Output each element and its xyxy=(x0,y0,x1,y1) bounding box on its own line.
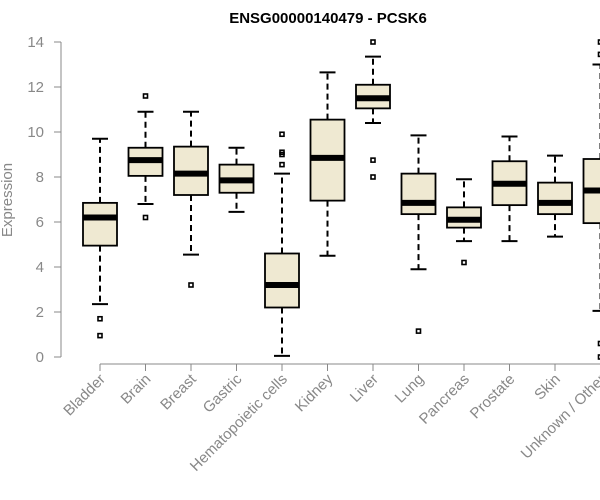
box-kidney xyxy=(309,71,346,257)
box-unknown-other xyxy=(582,39,600,360)
x-tick-label: Prostate xyxy=(467,371,519,423)
outlier-point xyxy=(370,39,376,45)
outlier-point xyxy=(279,161,285,168)
iqr-box xyxy=(400,172,437,216)
x-tick-label: Kidney xyxy=(292,370,337,415)
outlier-point xyxy=(597,340,600,347)
outlier-point xyxy=(279,149,285,156)
box-hematopoietic-cells xyxy=(264,131,300,357)
x-tick-label: Brain xyxy=(118,371,155,408)
outlier-point xyxy=(461,259,467,266)
y-tick-label: 8 xyxy=(36,169,44,186)
box-liver xyxy=(355,39,391,180)
outlier-point xyxy=(97,315,103,322)
x-tick-label: Bladder xyxy=(60,371,109,420)
box-brain xyxy=(127,93,164,221)
y-axis-label: Expression xyxy=(0,163,16,237)
y-tick-label: 4 xyxy=(36,259,44,276)
box-prostate xyxy=(491,135,528,243)
box-skin xyxy=(537,154,573,238)
y-tick-label: 12 xyxy=(27,79,44,96)
iqr-box xyxy=(82,201,118,247)
box-gastric xyxy=(218,146,255,213)
y-tick-label: 6 xyxy=(36,214,44,231)
chart-title: ENSG00000140479 - PCSK6 xyxy=(229,10,427,27)
outlier-point xyxy=(597,354,600,360)
outlier-point xyxy=(415,328,422,334)
iqr-box xyxy=(537,181,573,216)
x-tick-label: Skin xyxy=(531,371,564,404)
y-tick-label: 2 xyxy=(36,304,44,321)
outlier-point xyxy=(597,39,600,45)
x-tick-label: Pancreas xyxy=(416,371,473,428)
outlier-point xyxy=(142,214,149,221)
iqr-box xyxy=(264,252,300,309)
x-tick-label: Liver xyxy=(347,371,382,406)
box-lung xyxy=(400,134,437,334)
outlier-point xyxy=(142,93,149,99)
box-pancreas xyxy=(446,178,482,266)
box-breast xyxy=(173,110,209,288)
outlier-point xyxy=(597,51,600,58)
x-tick-label: Lung xyxy=(392,371,428,407)
x-tick-label: Breast xyxy=(157,370,200,413)
outlier-point xyxy=(370,174,376,180)
outlier-point xyxy=(188,282,194,288)
y-axis: 0 2 4 6 8 10 12 14 xyxy=(27,34,62,366)
y-tick-label: 14 xyxy=(27,34,44,51)
y-tick-label: 10 xyxy=(27,124,44,141)
outlier-point xyxy=(97,332,103,339)
boxes-group xyxy=(82,39,600,360)
box-bladder xyxy=(82,137,118,339)
outlier-point xyxy=(279,131,285,138)
y-tick-label: 0 xyxy=(36,349,44,366)
outlier-point xyxy=(370,157,376,163)
